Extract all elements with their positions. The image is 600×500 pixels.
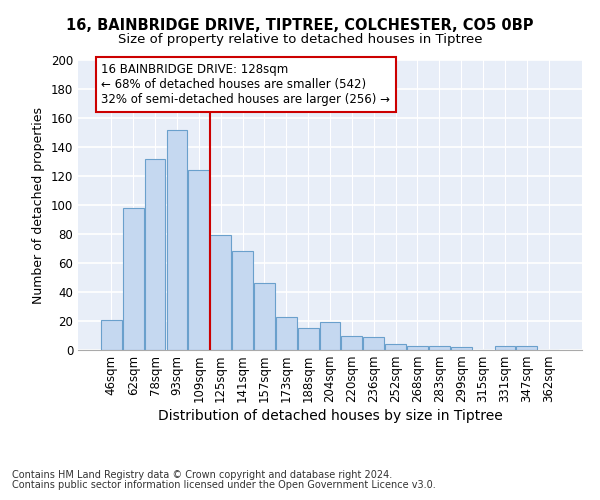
Bar xyxy=(364,337,384,350)
Bar xyxy=(123,208,143,350)
Bar xyxy=(167,130,187,350)
Bar xyxy=(407,346,428,350)
Bar xyxy=(232,252,253,350)
Bar xyxy=(101,320,122,350)
Bar xyxy=(298,328,319,350)
X-axis label: Distribution of detached houses by size in Tiptree: Distribution of detached houses by size … xyxy=(158,410,502,424)
Bar xyxy=(145,158,166,350)
Bar xyxy=(517,346,537,350)
Text: 16 BAINBRIDGE DRIVE: 128sqm
← 68% of detached houses are smaller (542)
32% of se: 16 BAINBRIDGE DRIVE: 128sqm ← 68% of det… xyxy=(101,63,391,106)
Bar xyxy=(188,170,209,350)
Bar xyxy=(451,347,472,350)
Bar xyxy=(494,346,515,350)
Text: Contains public sector information licensed under the Open Government Licence v3: Contains public sector information licen… xyxy=(12,480,436,490)
Bar xyxy=(385,344,406,350)
Bar xyxy=(254,284,275,350)
Text: Contains HM Land Registry data © Crown copyright and database right 2024.: Contains HM Land Registry data © Crown c… xyxy=(12,470,392,480)
Bar xyxy=(429,346,450,350)
Text: Size of property relative to detached houses in Tiptree: Size of property relative to detached ho… xyxy=(118,32,482,46)
Bar xyxy=(341,336,362,350)
Y-axis label: Number of detached properties: Number of detached properties xyxy=(32,106,45,304)
Text: 16, BAINBRIDGE DRIVE, TIPTREE, COLCHESTER, CO5 0BP: 16, BAINBRIDGE DRIVE, TIPTREE, COLCHESTE… xyxy=(66,18,534,32)
Bar xyxy=(276,316,296,350)
Bar xyxy=(210,236,231,350)
Bar xyxy=(320,322,340,350)
